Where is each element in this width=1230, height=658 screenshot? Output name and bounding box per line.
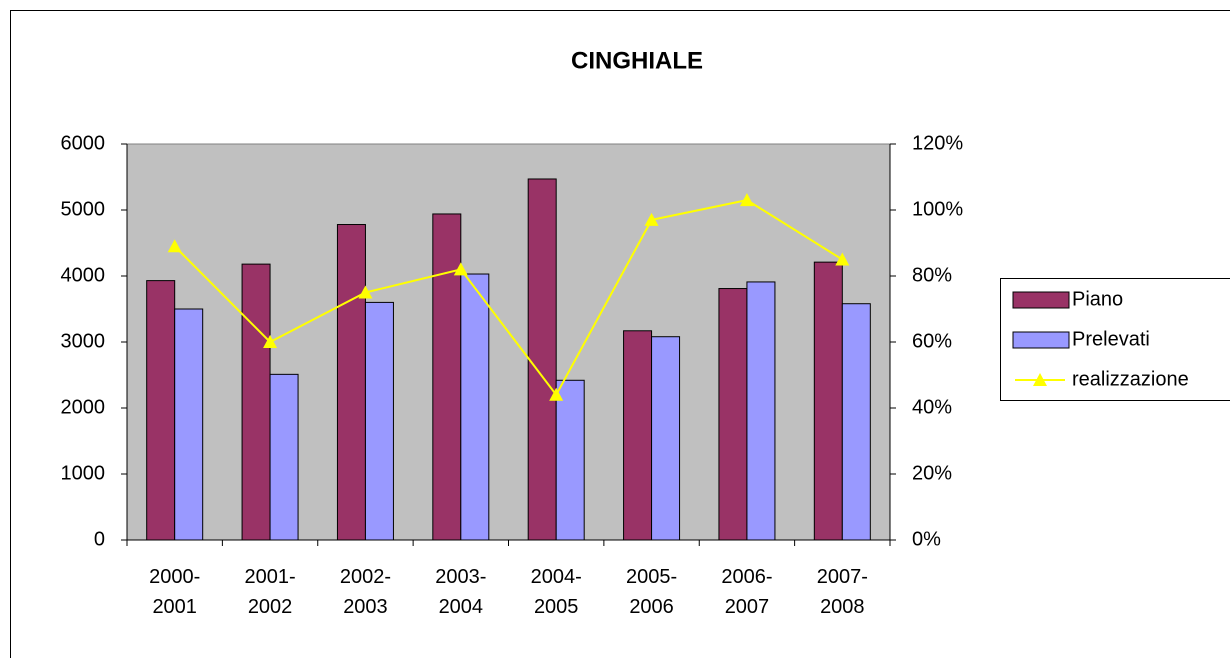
y2-tick-label: 20% xyxy=(912,462,952,484)
x-tick-label: 2004-2005 xyxy=(531,566,582,618)
bar xyxy=(146,280,176,541)
legend-swatch xyxy=(1012,331,1070,349)
line-marker xyxy=(167,239,182,253)
bar xyxy=(651,336,681,541)
legend-marker xyxy=(1033,373,1047,386)
legend-swatch xyxy=(1012,291,1070,309)
legend-label: Piano xyxy=(1072,288,1123,310)
bar xyxy=(623,330,653,541)
x-tick-label: 2001-2002 xyxy=(244,566,295,618)
y2-tick-label: 60% xyxy=(912,330,952,352)
bar xyxy=(527,178,557,541)
y2-tick-label: 0% xyxy=(912,528,941,550)
bar xyxy=(718,288,748,541)
y-tick-label: 3000 xyxy=(61,330,106,352)
x-tick-label: 2006-2007 xyxy=(721,566,772,618)
bar xyxy=(460,273,490,541)
line-marker xyxy=(549,387,564,401)
bar xyxy=(432,213,462,541)
line-marker xyxy=(739,193,754,207)
bar xyxy=(241,263,271,541)
y-tick-label: 1000 xyxy=(61,462,106,484)
y-tick-label: 4000 xyxy=(61,264,106,286)
y-tick-label: 5000 xyxy=(61,198,106,220)
line-series xyxy=(173,199,843,397)
chart-title: CINGHIALE xyxy=(571,47,703,74)
line-marker xyxy=(358,285,373,299)
bar xyxy=(841,303,871,541)
line-marker xyxy=(835,252,850,266)
x-tick-label: 2007-2008 xyxy=(817,566,868,618)
plot-area xyxy=(126,143,891,541)
x-tick-label: 2002-2003 xyxy=(340,566,391,618)
y2-tick-label: 120% xyxy=(912,132,963,154)
y2-tick-label: 40% xyxy=(912,396,952,418)
bar xyxy=(555,379,585,541)
y2-tick-label: 80% xyxy=(912,264,952,286)
line-marker xyxy=(644,212,659,226)
bar xyxy=(364,301,394,541)
legend-label: realizzazione xyxy=(1072,368,1189,390)
x-tick-label: 2005-2006 xyxy=(626,566,677,618)
bar xyxy=(746,281,776,541)
bar xyxy=(269,373,299,541)
bar xyxy=(336,224,366,541)
bar xyxy=(813,261,843,541)
y-tick-label: 2000 xyxy=(61,396,106,418)
y2-tick-label: 100% xyxy=(912,198,963,220)
y-tick-label: 0 xyxy=(94,528,105,550)
x-tick-label: 2003-2004 xyxy=(435,566,486,618)
line-marker xyxy=(263,335,278,348)
bar xyxy=(174,308,204,541)
line-marker xyxy=(453,262,468,276)
x-tick-label: 2000-2001 xyxy=(149,566,200,618)
legend-label: Prelevati xyxy=(1072,328,1150,350)
y-tick-label: 6000 xyxy=(61,132,106,154)
